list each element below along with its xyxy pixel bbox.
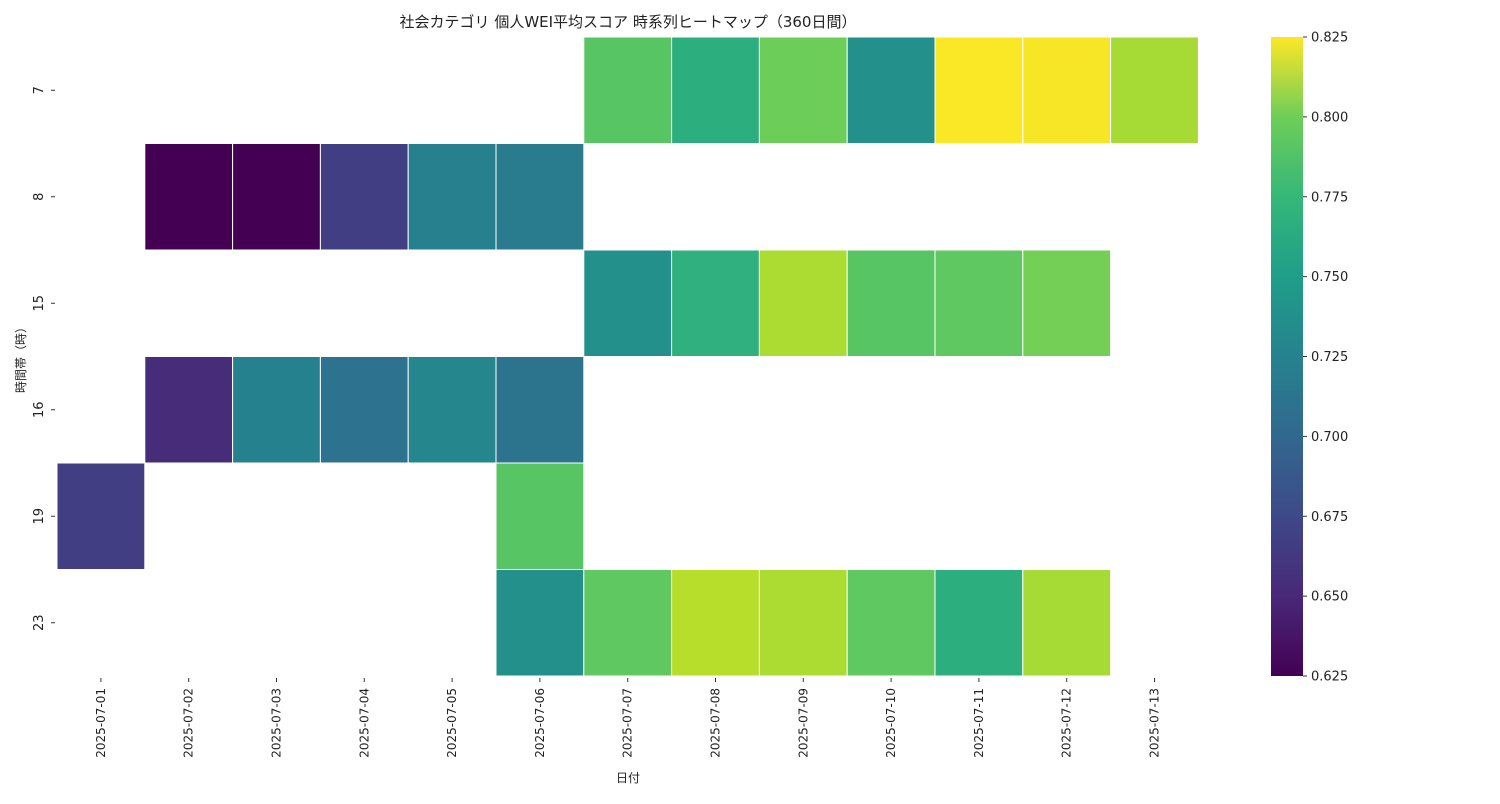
x-axis-ticks: 2025-07-01 2025-07-02 2025-07-03 2025-07-04… (94, 678, 1162, 758)
colorbar-tick-label: 0.775 (1311, 190, 1348, 205)
y-tick-label: 23 (32, 614, 47, 631)
heatmap-cell (1022, 569, 1112, 677)
heatmap-cell (232, 143, 321, 251)
x-tick-label: 2025-07-04 (357, 688, 371, 758)
colorbar (1271, 37, 1303, 676)
heatmap-cell (758, 569, 848, 677)
colorbar-tick-label: 0.675 (1311, 510, 1348, 525)
heatmap-cell (758, 36, 848, 144)
x-tick-label: 2025-07-06 (533, 688, 547, 758)
x-tick-label: 2025-07-13 (1148, 688, 1162, 758)
heatmap-cell (232, 356, 321, 464)
heatmap-cell (1022, 36, 1112, 144)
colorbar-tick-label: 0.825 (1311, 31, 1348, 46)
heatmap-cell (1022, 249, 1112, 357)
heatmap-cell (495, 569, 585, 677)
heatmap-cell (934, 249, 1024, 357)
heatmap-cell (671, 36, 760, 144)
x-tick-label: 2025-07-10 (884, 688, 898, 758)
heatmap-cell (407, 356, 497, 464)
heatmap-cell (144, 356, 234, 464)
heatmap-cell (671, 249, 760, 357)
x-tick-label: 2025-07-01 (94, 688, 108, 758)
heatmap-cell (671, 569, 760, 677)
y-axis-label: 時間帯（時） (14, 321, 28, 393)
colorbar-tick-label: 0.725 (1311, 350, 1348, 365)
heatmap-cell (495, 356, 585, 464)
y-tick-label: 19 (32, 508, 47, 525)
colorbar-ticks: 0.625 0.650 0.675 0.700 0.725 0.750 0.775 0.800… (1303, 31, 1348, 685)
heatmap-cell (846, 569, 936, 677)
y-tick-label: 15 (32, 295, 47, 312)
x-axis-label: 日付 (616, 771, 640, 785)
x-tick-label: 2025-07-02 (182, 688, 196, 758)
heatmap-cell (56, 462, 146, 570)
heatmap-cell (407, 143, 497, 251)
colorbar-tick-label: 0.625 (1311, 670, 1348, 685)
heatmap-cell (846, 249, 936, 357)
heatmap-cell (583, 36, 673, 144)
heatmap-cells (56, 36, 1199, 677)
colorbar-tick-label: 0.750 (1311, 270, 1348, 285)
x-tick-label: 2025-07-12 (1060, 688, 1074, 758)
colorbar-tick-label: 0.700 (1311, 430, 1348, 445)
x-tick-label: 2025-07-08 (709, 688, 723, 758)
heatmap-cell (583, 569, 673, 677)
x-tick-label: 2025-07-05 (445, 688, 459, 758)
y-tick-label: 8 (32, 193, 47, 201)
heatmap-cell (144, 143, 234, 251)
chart-title: 社会カテゴリ 個人WEI平均スコア 時系列ヒートマップ（360日間） (400, 13, 857, 31)
heatmap-cell (1110, 36, 1199, 144)
y-tick-label: 7 (32, 86, 47, 94)
heatmap-cell (934, 36, 1024, 144)
heatmap-cell (934, 569, 1024, 677)
x-tick-label: 2025-07-09 (796, 688, 810, 758)
x-tick-label: 2025-07-11 (972, 688, 986, 758)
y-tick-label: 16 (32, 401, 47, 418)
heatmap-cell (758, 249, 848, 357)
heatmap-cell (846, 36, 936, 144)
colorbar-tick-label: 0.650 (1311, 590, 1348, 605)
heatmap-cell (495, 462, 585, 570)
heatmap-cell (495, 143, 585, 251)
x-tick-label: 2025-07-07 (621, 688, 635, 758)
heatmap-cell (583, 249, 673, 357)
heatmap-cell (319, 356, 409, 464)
colorbar-tick-label: 0.800 (1311, 110, 1348, 125)
x-tick-label: 2025-07-03 (270, 688, 284, 758)
heatmap-cell (319, 143, 409, 251)
y-axis-ticks: 7 8 15 16 19 23 (32, 86, 55, 631)
